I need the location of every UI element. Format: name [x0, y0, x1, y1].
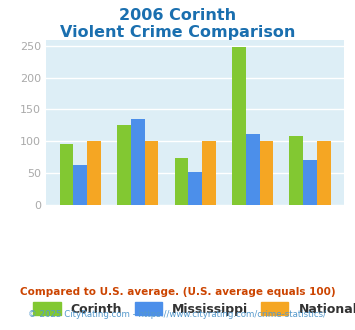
Bar [73, 165, 87, 205]
Bar [145, 141, 158, 205]
Text: Violent Crime Comparison: Violent Crime Comparison [60, 25, 295, 40]
Bar [303, 159, 317, 205]
Legend: Corinth, Mississippi, National: Corinth, Mississippi, National [28, 297, 355, 321]
Bar [175, 158, 189, 205]
Text: 2006 Corinth: 2006 Corinth [119, 8, 236, 23]
Bar [260, 141, 273, 205]
Bar [317, 141, 331, 205]
Text: © 2025 CityRating.com - https://www.cityrating.com/crime-statistics/: © 2025 CityRating.com - https://www.city… [28, 310, 327, 319]
Bar [87, 141, 101, 205]
Bar [189, 172, 202, 205]
Bar [289, 136, 303, 205]
Bar [202, 141, 216, 205]
Bar [246, 134, 260, 205]
Bar [117, 125, 131, 205]
Text: Compared to U.S. average. (U.S. average equals 100): Compared to U.S. average. (U.S. average … [20, 287, 335, 297]
Bar [60, 144, 73, 205]
Bar [232, 47, 246, 205]
Bar [131, 119, 145, 205]
